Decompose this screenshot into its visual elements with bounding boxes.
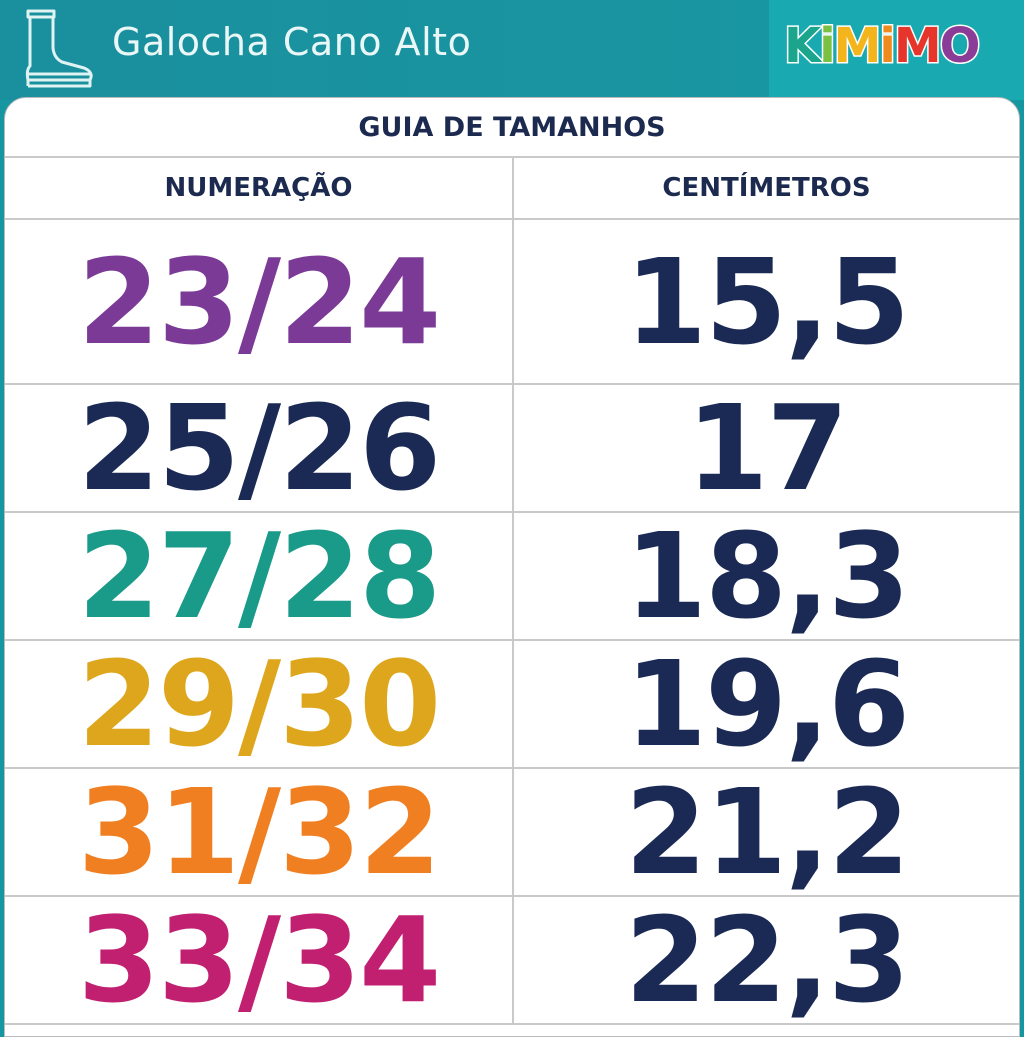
table-row: 31/32 21,2 — [5, 768, 1019, 897]
boot-icon — [25, 9, 93, 88]
size-guide-card: GUIA DE TAMANHOS NUMERAÇÃO CENTÍMETROS 2… — [4, 97, 1020, 1037]
size-table: NUMERAÇÃO CENTÍMETROS 23/24 15,5 25/26 17 27… — [5, 158, 1019, 1025]
brand-panel — [769, 0, 1024, 100]
column-header-size: NUMERAÇÃO — [5, 158, 514, 220]
cm-cell: 22,3 — [513, 896, 1019, 1025]
size-cell: 31/32 — [5, 768, 514, 897]
cm-cell: 17 — [513, 384, 1019, 513]
cm-cell: 18,3 — [513, 512, 1019, 641]
brand-logo: KiMiMO — [782, 17, 981, 76]
cm-cell: 15,5 — [513, 219, 1019, 385]
size-cell: 33/34 — [5, 896, 514, 1025]
size-cell: 27/28 — [5, 512, 514, 641]
size-guide-title: GUIA DE TAMANHOS — [5, 98, 1019, 158]
size-cell: 29/30 — [5, 640, 514, 769]
product-title: Galocha Cano Alto — [112, 20, 472, 64]
header: Galocha Cano Alto KiMiMO — [0, 0, 1024, 100]
column-header-cm: CENTÍMETROS — [513, 158, 1019, 220]
size-cell: 23/24 — [5, 219, 514, 385]
table-row: 33/34 22,3 — [5, 896, 1019, 1025]
size-cell: 25/26 — [5, 384, 514, 513]
table-row: 25/26 17 — [5, 384, 1019, 513]
table-row: 27/28 18,3 — [5, 512, 1019, 641]
table-row: 29/30 19,6 — [5, 640, 1019, 769]
table-row: 23/24 15,5 — [5, 219, 1019, 385]
cm-cell: 21,2 — [513, 768, 1019, 897]
cm-cell: 19,6 — [513, 640, 1019, 769]
